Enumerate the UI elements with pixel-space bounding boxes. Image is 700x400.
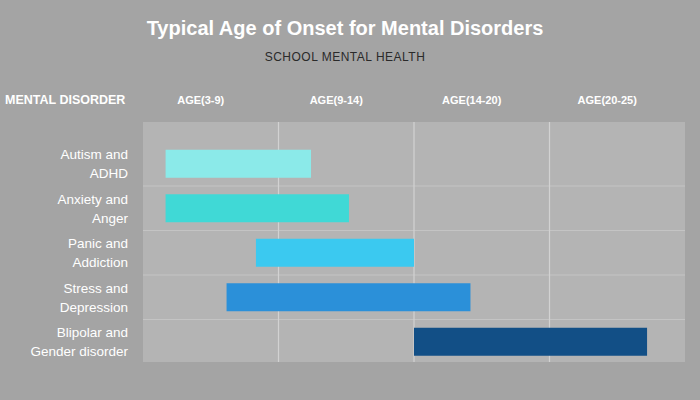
category-label-line: Autism and	[60, 147, 128, 162]
bars	[166, 150, 647, 356]
category-label-line: Gender disorder	[30, 344, 128, 359]
category-label: Stress and Depression	[60, 281, 128, 315]
category-label-line: Blipolar and	[57, 325, 128, 340]
bar	[227, 283, 471, 311]
category-label-line: Panic and	[68, 236, 128, 251]
category-label: Autism and ADHD	[60, 147, 128, 181]
x-band-label: AGE(9-14)	[310, 94, 364, 106]
x-band-label: AGE(20-25)	[578, 94, 638, 106]
category-label-line: Anger	[92, 211, 129, 226]
bar	[166, 150, 311, 178]
plot-area	[143, 122, 685, 362]
title: Typical Age of Onset for Mental Disorder…	[147, 17, 544, 39]
x-band-label: AGE(14-20)	[442, 94, 502, 106]
subtitle: SCHOOL MENTAL HEALTH	[265, 50, 426, 64]
category-label-line: Addiction	[72, 255, 128, 270]
category-label-line: ADHD	[90, 166, 129, 181]
chart: Typical Age of Onset for Mental Disorder…	[0, 0, 700, 400]
category-label-line: Depression	[60, 300, 128, 315]
category-label: Anxiety and Anger	[57, 192, 128, 226]
category-label: Blipolar and Gender disorder	[30, 325, 128, 359]
bar	[166, 194, 349, 222]
bar	[414, 328, 647, 356]
category-label-line: Anxiety and	[57, 192, 128, 207]
category-label-line: Stress and	[63, 281, 128, 296]
y-axis-label: MENTAL DISORDER	[5, 93, 125, 107]
grid-line	[549, 122, 550, 362]
category-label: Panic and Addiction	[68, 236, 128, 270]
background	[0, 0, 700, 400]
bar	[256, 239, 414, 267]
x-band-label: AGE(3-9)	[177, 94, 224, 106]
